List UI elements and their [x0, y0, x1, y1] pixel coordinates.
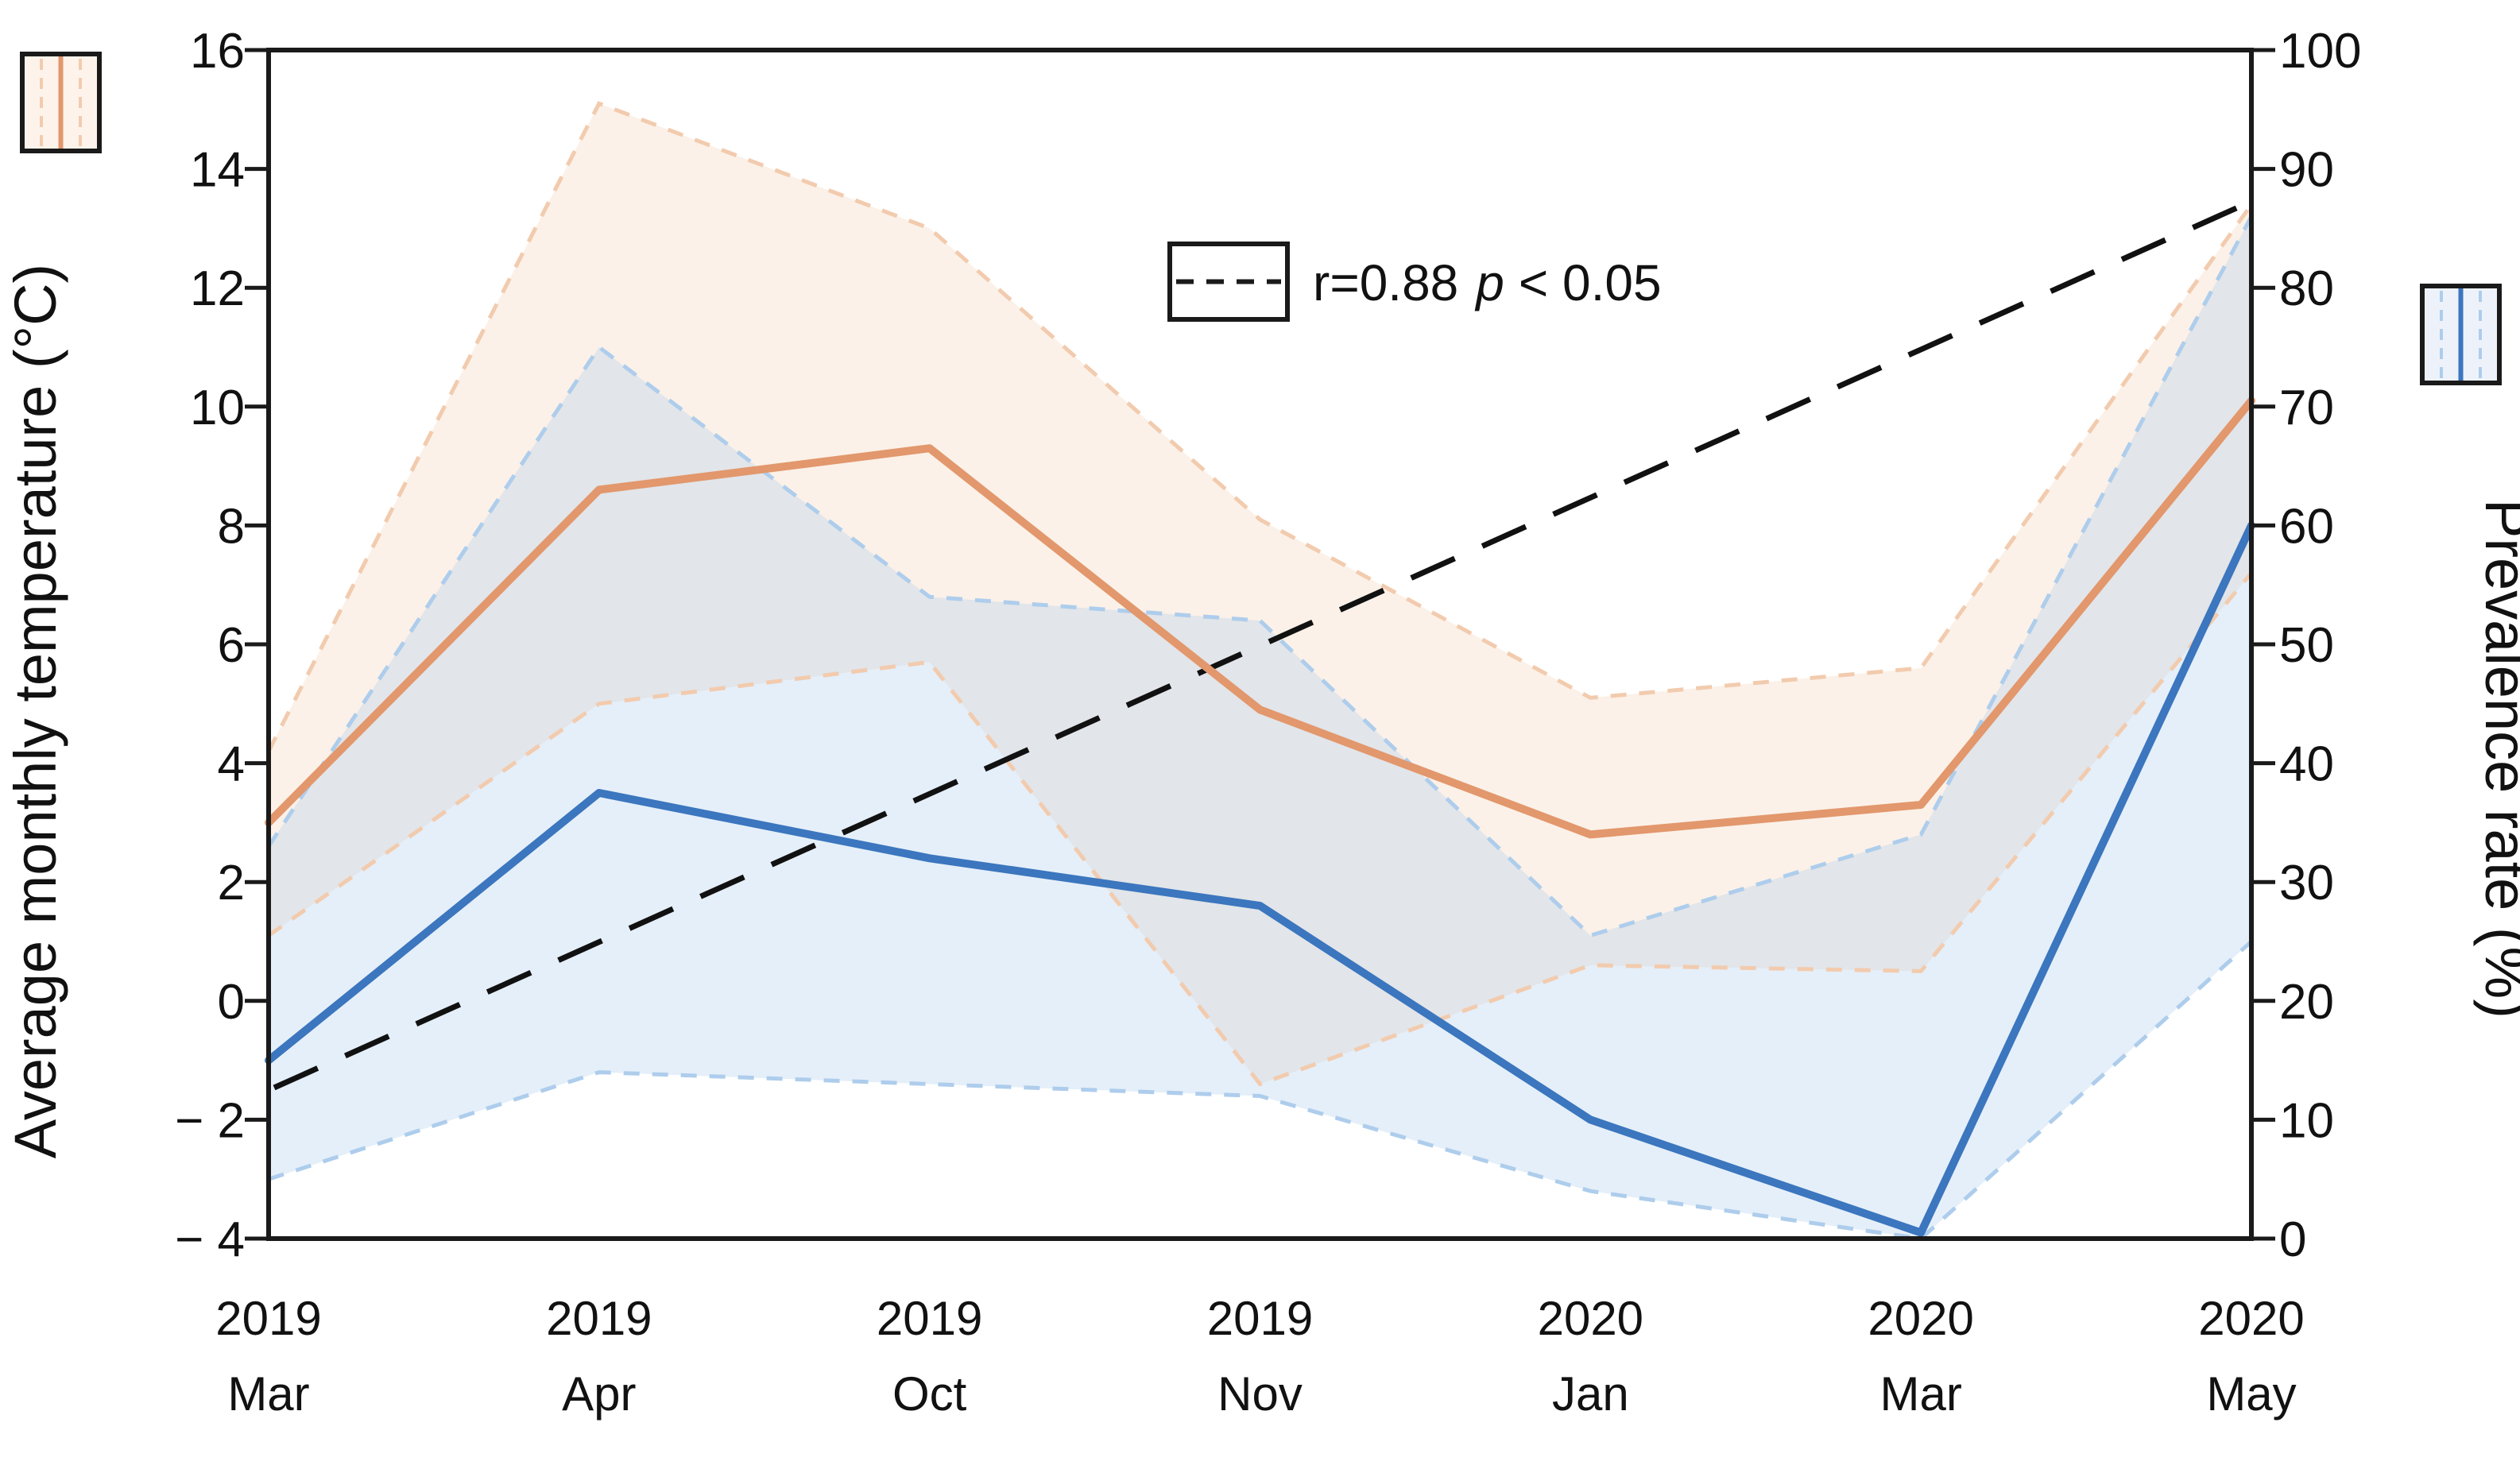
x-tick-label-year: 2019 [546, 1292, 652, 1345]
right-y-tick-label: 20 [2279, 975, 2334, 1030]
right-y-tick-label: 70 [2279, 381, 2334, 435]
prevalence-band-lower-line [268, 940, 2253, 1241]
left-y-tick-label: 8 [218, 499, 245, 554]
left-y-tick-label: 4 [218, 737, 245, 792]
left-y-tick-label: 16 [190, 24, 245, 79]
temperature-mean-line [265, 396, 2255, 839]
x-tick-label-month: Oct [892, 1367, 967, 1421]
left-y-tick-label: − 4 [175, 1212, 245, 1267]
right-y-tick-label: 60 [2279, 499, 2334, 554]
temperature_band-fill [269, 103, 2251, 1084]
left-y-tick-label: 0 [218, 975, 245, 1030]
x-tick-label-year: 2020 [1868, 1292, 1973, 1345]
right-y-tick-label: 40 [2279, 737, 2334, 792]
x-tick-label-month: Mar [227, 1367, 309, 1421]
prevalence_band-fill [269, 216, 2251, 1239]
right-y-tick-label: 100 [2279, 24, 2361, 79]
right-y-tick-label: 50 [2279, 618, 2334, 673]
x-tick-label-month: May [2206, 1367, 2296, 1421]
right-y-tick-label: 10 [2279, 1093, 2334, 1148]
right-y-tick-label: 0 [2279, 1212, 2306, 1267]
left-y-tick-label: 10 [190, 381, 245, 435]
x-tick-label-month: Jan [1552, 1367, 1629, 1421]
x-tick-label-year: 2020 [2198, 1292, 2304, 1345]
right-axis-title: Prevalence rate (%) [2473, 499, 2520, 1019]
right-y-tick-label: 80 [2279, 261, 2334, 316]
prevalence-band-upper-line [266, 215, 2254, 938]
left-y-tick-label: 6 [218, 618, 245, 673]
x-tick-label-year: 2019 [877, 1292, 982, 1345]
x-tick-label-year: 2019 [1207, 1292, 1313, 1345]
trend-legend-label: r=0.88 p < 0.05 [1313, 254, 1662, 311]
left-y-tick-label: 14 [190, 143, 245, 198]
x-tick-label-year: 2019 [215, 1292, 321, 1345]
right-y-tick-label: 30 [2279, 856, 2334, 910]
x-tick-label-month: Mar [1879, 1367, 1961, 1421]
temperature-band-lower-line [267, 571, 2253, 1087]
temperature-band-upper-line [266, 101, 2254, 752]
left-y-tick-label: − 2 [175, 1093, 245, 1148]
right-y-tick-label: 90 [2279, 143, 2334, 198]
left-y-tick-label: 12 [190, 261, 245, 316]
trend-dashed-line [273, 202, 2246, 1091]
prevalence-band-swatch [2420, 284, 2502, 385]
x-tick-label-month: Nov [1217, 1367, 1303, 1421]
temperature-band-swatch [20, 52, 102, 153]
left-y-tick-label: 2 [218, 856, 245, 910]
left-axis-title: Average monthly temperature (°C) [2, 264, 68, 1158]
prevalence-mean-line [265, 521, 2255, 1237]
x-tick-label-month: Apr [562, 1367, 636, 1421]
x-tick-label-year: 2020 [1538, 1292, 1643, 1345]
trend-legend: r=0.88 p < 0.05 [1167, 242, 1662, 322]
